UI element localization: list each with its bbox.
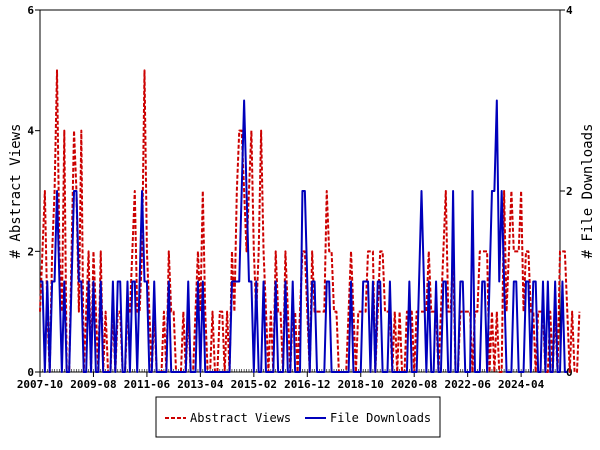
x-tick-label: 2016-12: [284, 378, 330, 391]
x-tick-label: 2013-04: [177, 378, 224, 391]
x-tick-label: 2015-02: [231, 378, 277, 391]
x-tick-label: 2022-06: [444, 378, 491, 391]
x-tick-label: 2009-08: [70, 378, 116, 391]
x-tick-label: 2020-08: [391, 378, 437, 391]
x-tick-label: 2018-10: [338, 378, 384, 391]
left-tick-label: 2: [27, 245, 34, 258]
legend: Abstract Views File Downloads: [155, 396, 441, 438]
left-tick-label: 4: [27, 125, 34, 138]
series-layer: [39, 69, 581, 373]
left-tick-label: 6: [27, 4, 34, 17]
left-axis-ticks: 0 2 4 6: [27, 4, 40, 379]
left-axis-title: # Abstract Views: [8, 124, 24, 259]
series-line-file-downloads: [40, 99, 568, 373]
left-tick-label: 0: [27, 366, 34, 379]
right-tick-label: 2: [566, 185, 573, 198]
legend-abstract-views-label: Abstract Views: [190, 411, 291, 425]
x-tick-label: 2024-04: [498, 378, 545, 391]
legend-box: [155, 396, 441, 438]
x-tick-label: 2007-10: [17, 378, 63, 391]
x-tick-label: 2011-06: [124, 378, 171, 391]
right-axis-title: # File Downloads: [580, 124, 596, 259]
right-tick-label: 4: [566, 4, 573, 17]
legend-file-downloads-label: File Downloads: [330, 411, 431, 425]
